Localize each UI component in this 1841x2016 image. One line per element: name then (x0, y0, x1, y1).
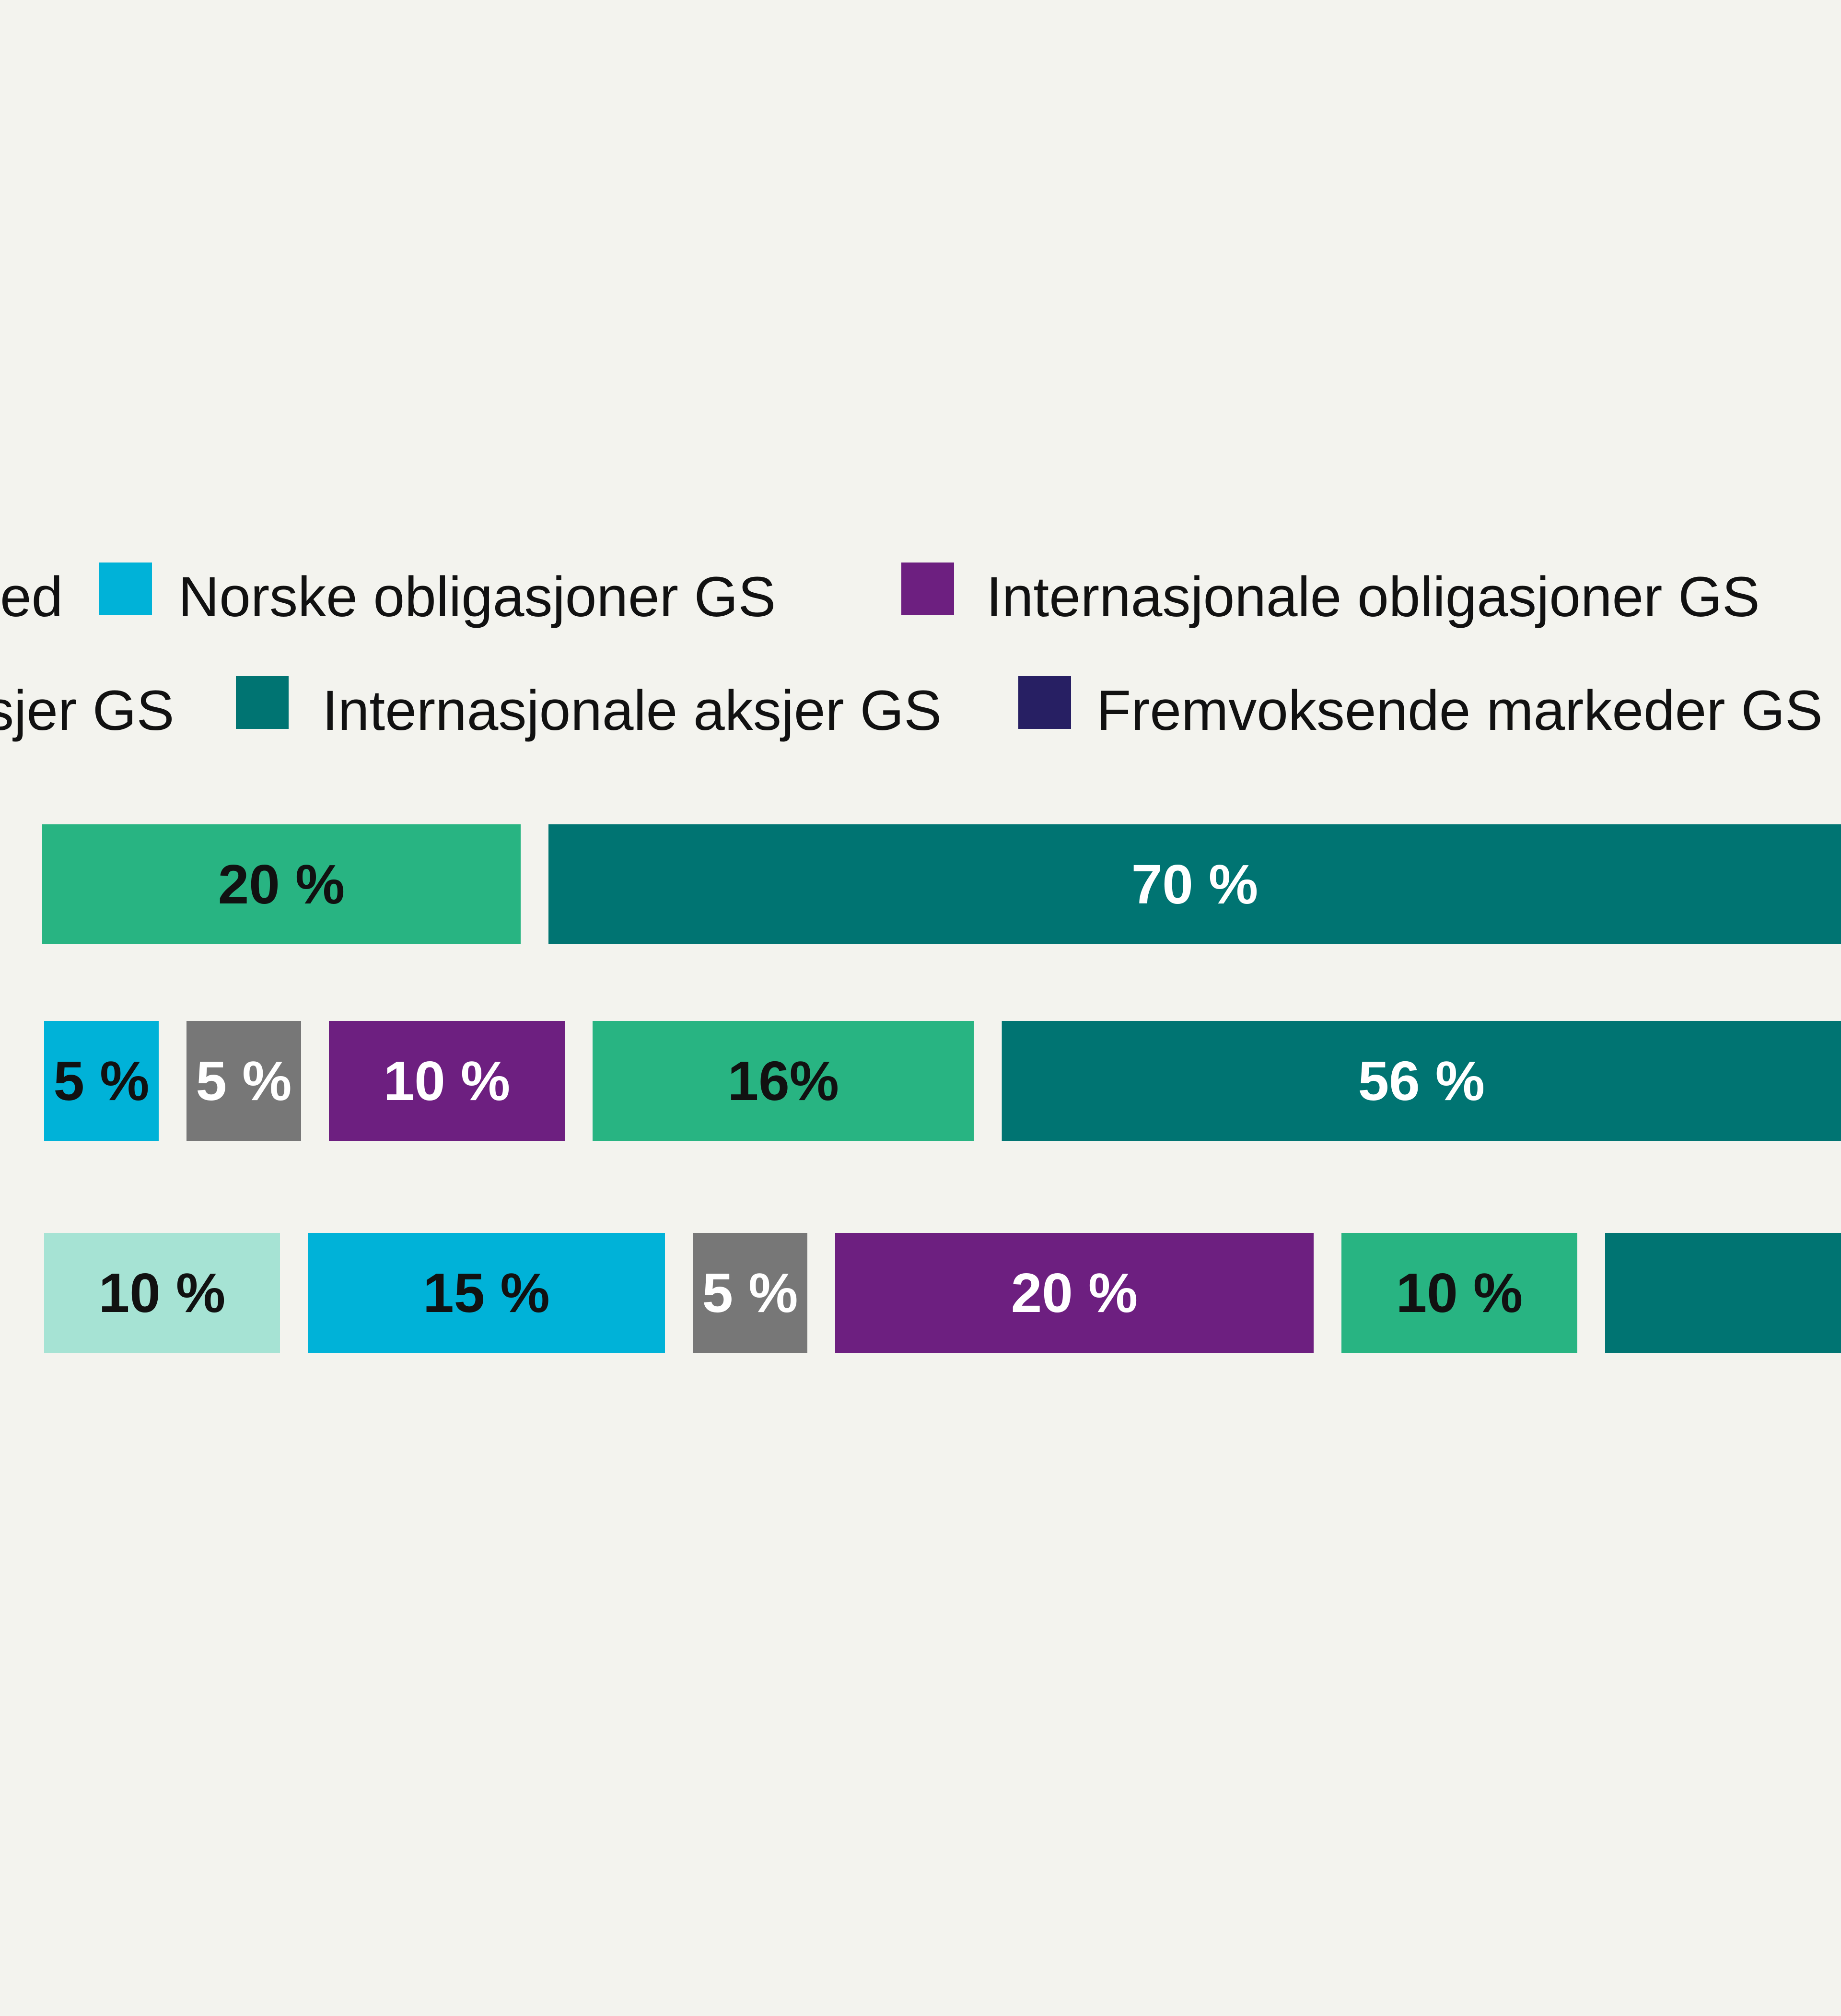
bar-value-label: 56 % (1358, 1050, 1485, 1112)
bar-rect (548, 824, 1841, 944)
bar-value-label: 16% (728, 1050, 839, 1112)
legend-label: sjer GS (0, 679, 174, 742)
bar-rect (42, 824, 521, 944)
legend-swatch (99, 563, 152, 615)
bar-segment: 20 % (835, 1233, 1314, 1353)
bar-segment: 10 % (329, 1021, 565, 1141)
bar-value-label: 5 % (196, 1050, 292, 1112)
bar-segment: 5 % (44, 1021, 159, 1141)
bar-value-label: 10 % (99, 1262, 225, 1324)
bar-rect (835, 1233, 1314, 1353)
legend-swatch (236, 676, 289, 729)
bar-segment: 16% (593, 1021, 974, 1141)
legend-swatch (1018, 676, 1071, 729)
bar-rect (1605, 1233, 1841, 1353)
bar-segment (1605, 1233, 1841, 1353)
bar-value-label: 10 % (384, 1050, 510, 1112)
bar-rect (593, 1021, 974, 1141)
bar-segment: 15 % (308, 1233, 665, 1353)
bar-rect (329, 1021, 565, 1141)
legend-item: Fremvoksende markeder GS (1018, 676, 1823, 742)
legend-item: Norske obligasjoner GS (99, 563, 776, 629)
bar-row: 20 % 70 % (42, 824, 1841, 944)
legend-item: sjer GS (0, 679, 174, 742)
legend: ed Norske obligasjoner GS Internasjonale o… (0, 563, 1823, 742)
bar-value-label: 5 % (702, 1262, 798, 1324)
bars: 20 % 70 % 5 % 5 % 10 % 16% 56 % 10 % 15 % 5 % 20 %… (42, 824, 1841, 1353)
bar-value-label: 20 % (1011, 1262, 1138, 1324)
legend-label: Internasjonale obligasjoner GS (986, 565, 1760, 629)
legend-item: Internasjonale obligasjoner GS (901, 563, 1760, 629)
bar-rect (308, 1233, 665, 1353)
bar-row: 10 % 15 % 5 % 20 % 10 % (44, 1233, 1841, 1353)
legend-label: ed (0, 565, 63, 629)
bar-value-label: 20 % (218, 853, 345, 915)
bar-value-label: 5 % (54, 1050, 150, 1112)
legend-swatch (901, 563, 954, 615)
bar-segment: 10 % (1341, 1233, 1577, 1353)
bar-segment: 56 % (1002, 1021, 1841, 1141)
bar-rect (1341, 1233, 1577, 1353)
bar-rect (44, 1233, 280, 1353)
bar-rect (44, 1021, 159, 1141)
legend-item: ed (0, 565, 63, 629)
legend-label: Fremvoksende markeder GS (1096, 679, 1823, 742)
bar-segment: 20 % (42, 824, 521, 944)
bar-value-label: 15 % (423, 1262, 549, 1324)
bar-segment: 10 % (44, 1233, 280, 1353)
legend-item: Internasjonale aksjer GS (236, 676, 942, 742)
legend-label: Internasjonale aksjer GS (322, 679, 942, 742)
bar-rect (693, 1233, 807, 1353)
bar-rect (1002, 1021, 1841, 1141)
bar-row: 5 % 5 % 10 % 16% 56 % (44, 1021, 1841, 1141)
bar-segment: 5 % (693, 1233, 807, 1353)
bar-rect (186, 1021, 301, 1141)
legend-label: Norske obligasjoner GS (178, 565, 776, 629)
bar-segment: 70 % (548, 824, 1841, 944)
bar-value-label: 10 % (1396, 1262, 1523, 1324)
bar-value-label: 70 % (1131, 853, 1258, 915)
bar-segment: 5 % (186, 1021, 301, 1141)
